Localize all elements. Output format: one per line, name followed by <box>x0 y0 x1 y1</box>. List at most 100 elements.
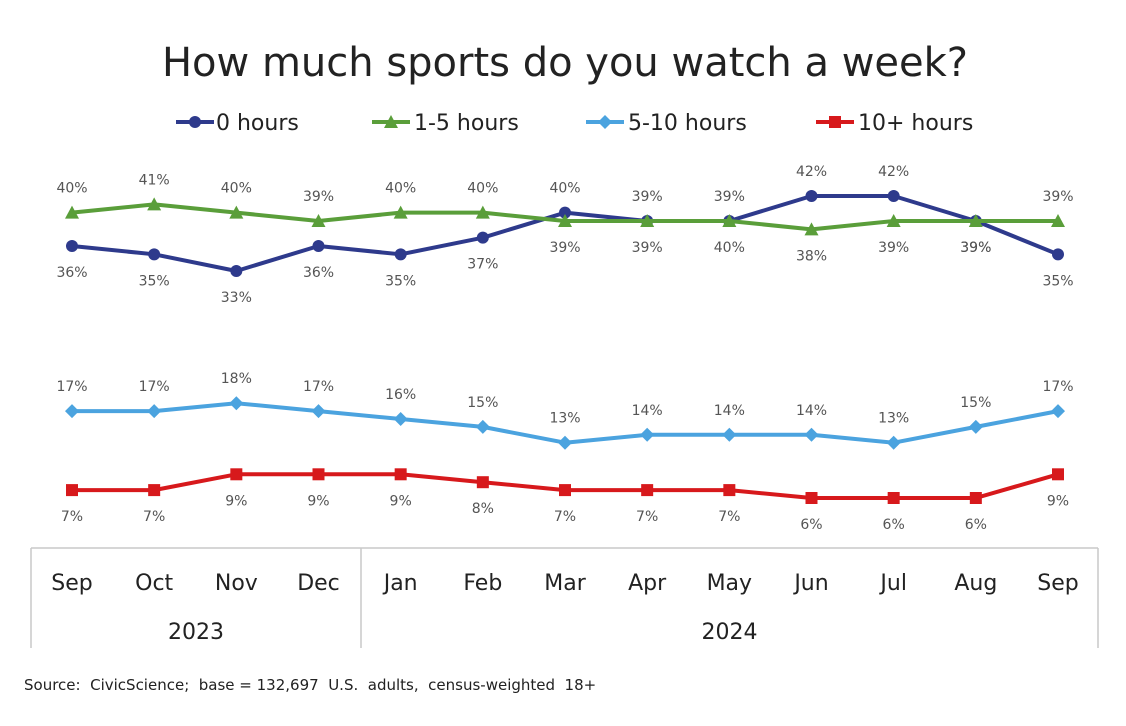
data-label: 36% <box>56 265 87 281</box>
data-label: 38% <box>796 248 827 264</box>
data-label: 39% <box>878 240 909 256</box>
data-label: 35% <box>385 273 416 289</box>
data-label: 40% <box>467 181 498 197</box>
data-point <box>312 239 325 252</box>
data-label: 39% <box>549 240 580 256</box>
data-label: 33% <box>221 290 252 306</box>
legend-item-5-10-hours: 5-10 hours <box>586 111 747 136</box>
data-label: 41% <box>139 172 170 188</box>
data-point <box>230 264 243 277</box>
legend-label: 5-10 hours <box>628 111 747 136</box>
data-label: 6% <box>965 517 987 533</box>
data-point <box>1051 404 1065 419</box>
x-axis-box: Sep Oct Nov Dec Jan Feb Mar Apr May Jun Jul Aug Sep 2… <box>30 547 1099 648</box>
data-point <box>1052 248 1064 261</box>
data-label: 13% <box>878 411 909 427</box>
year-label: 2024 <box>702 620 758 645</box>
data-point <box>229 205 244 219</box>
legend-label: 10+ hours <box>858 111 973 136</box>
month-label: Oct <box>135 571 173 596</box>
data-label: 17% <box>56 379 87 395</box>
data-point <box>559 484 571 497</box>
data-point <box>722 427 737 442</box>
month-label: Nov <box>215 571 258 596</box>
data-point <box>805 190 818 203</box>
data-label: 9% <box>390 493 412 509</box>
legend: 0 hours 1-5 hours 5-10 hours 10+ hours <box>176 111 973 136</box>
data-label: 9% <box>1047 493 1069 509</box>
data-label: 7% <box>636 509 658 525</box>
data-label: 35% <box>139 273 170 289</box>
data-label: 39% <box>632 240 663 256</box>
data-point <box>393 412 408 426</box>
month-label: Feb <box>463 571 502 596</box>
data-label: 13% <box>549 411 580 427</box>
data-point <box>805 492 818 504</box>
source-note: Source: CivicScience; base = 132,697 U.S… <box>24 676 597 694</box>
legend-item-1-5-hours: 1-5 hours <box>372 111 519 136</box>
legend-item-10-hours: 10+ hours <box>816 111 973 136</box>
data-point <box>886 435 901 450</box>
data-point <box>476 231 489 244</box>
data-point <box>640 427 655 442</box>
year-label: 2023 <box>168 620 224 645</box>
month-label: Mar <box>544 571 586 596</box>
series-10-hours: 7% 7% 9% 9% 9% 8% 7% 7% 7% 6% 6% 6% 9% <box>61 468 1069 533</box>
data-point <box>1051 214 1065 227</box>
data-label: 40% <box>385 181 416 197</box>
data-label: 39% <box>714 189 745 205</box>
data-label: 7% <box>554 509 576 525</box>
data-label: 42% <box>796 164 827 180</box>
series-0-hours: 36% 35% 33% 36% 35% 37% 40% 39% 39% 42% 42% 39% 35% <box>56 164 1073 306</box>
data-label: 15% <box>467 395 498 411</box>
data-label: 7% <box>143 509 165 525</box>
month-label: Jul <box>878 571 907 596</box>
data-point <box>311 214 326 227</box>
data-label: 40% <box>549 181 580 197</box>
data-label: 9% <box>225 493 247 509</box>
data-point <box>968 214 983 227</box>
data-label: 7% <box>718 509 740 525</box>
data-point <box>148 248 161 261</box>
data-label: 6% <box>800 517 822 533</box>
month-label: Jun <box>792 571 828 596</box>
legend-item-0-hours: 0 hours <box>176 111 299 136</box>
data-label: 39% <box>1042 189 1073 205</box>
data-label: 9% <box>307 493 329 509</box>
data-point <box>558 214 572 227</box>
data-label: 40% <box>714 240 745 256</box>
data-point <box>1052 468 1064 481</box>
data-point <box>147 404 162 419</box>
data-point <box>147 197 162 211</box>
chart-title: How much sports do you watch a week? <box>162 40 968 86</box>
data-label: 40% <box>221 181 252 197</box>
legend-label: 0 hours <box>216 111 299 136</box>
data-label: 37% <box>467 257 498 273</box>
data-point <box>887 492 900 504</box>
month-label: Sep <box>1037 571 1078 596</box>
data-label: 35% <box>1042 273 1073 289</box>
data-point <box>558 435 572 450</box>
data-point <box>968 419 983 434</box>
data-label: 6% <box>883 517 905 533</box>
legend-label: 1-5 hours <box>414 111 519 136</box>
series-5-10-hours: 17% 17% 18% 17% 16% 15% 13% 14% 14% 14% 13% 15% 17% <box>56 371 1074 450</box>
month-label: Aug <box>954 571 997 596</box>
data-label: 14% <box>632 403 663 419</box>
data-point <box>886 214 901 227</box>
data-point <box>230 468 243 481</box>
data-label: 8% <box>472 501 494 517</box>
data-point <box>722 214 737 227</box>
data-point <box>66 484 78 497</box>
legend-marker-square-icon <box>829 116 841 128</box>
month-label: Dec <box>297 571 340 596</box>
data-label: 14% <box>796 403 827 419</box>
data-point <box>311 404 326 419</box>
data-point <box>641 484 654 497</box>
month-label: Jan <box>382 571 418 596</box>
data-point <box>312 468 325 481</box>
data-point <box>394 468 407 481</box>
data-label: 39% <box>960 240 991 256</box>
data-point <box>804 427 819 442</box>
